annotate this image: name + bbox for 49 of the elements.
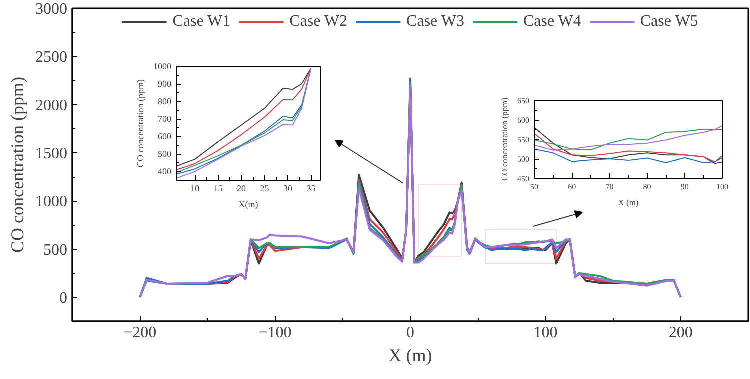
line-series [534, 148, 722, 164]
y-axis-title: CO concentration (ppm) [136, 80, 146, 168]
y-tick-label: 700 [158, 114, 172, 124]
legend-label: Case W2 [290, 13, 348, 31]
x-tick-label: −200 [124, 324, 157, 342]
x-tick-label: −100 [258, 324, 292, 342]
x-tick-label: 70 [606, 182, 614, 192]
x-tick-label: 0 [406, 324, 414, 342]
legend-label: Case W3 [406, 13, 464, 31]
y-axis-title: CO concentration (ppm) [8, 77, 28, 253]
x-tick-label: 20 [237, 184, 247, 194]
x-tick-label: 100 [534, 324, 558, 342]
y-tick-label: 550 [518, 136, 530, 144]
y-tick-label: 500 [44, 242, 68, 259]
y-tick-label: 500 [158, 149, 172, 160]
legend-label: Case W5 [640, 13, 698, 31]
y-tick-label: 1500 [36, 145, 68, 162]
x-tick-label: 60 [568, 182, 576, 192]
x-tick-label: 80 [643, 182, 652, 192]
x-tick-label: 90 [680, 182, 689, 192]
y-tick-label: 0 [60, 290, 68, 307]
y-tick-label: 650 [518, 96, 530, 106]
y-tick-label: 1000 [36, 194, 68, 211]
x-tick-label: 200 [668, 324, 693, 342]
y-tick-label: 600 [518, 116, 530, 125]
y-tick-label: 900 [158, 79, 172, 90]
y-tick-label: 2000 [36, 97, 68, 114]
legend-label: Case W1 [172, 13, 231, 31]
y-tick-label: 1000 [154, 62, 172, 72]
y-tick-label: 3000 [36, 1, 68, 18]
y-tick-label: 400 [158, 166, 172, 177]
y-tick-label: 2500 [36, 49, 68, 66]
x-tick-label: 100 [716, 182, 728, 192]
x-tick-label: 25 [260, 184, 270, 194]
x-axis-title: X(m) [238, 200, 258, 210]
legend-label: Case W4 [523, 13, 582, 31]
y-tick-label: 450 [518, 174, 530, 184]
y-tick-label: 800 [158, 96, 172, 107]
line-series [534, 133, 722, 163]
y-tick-label: 600 [158, 132, 172, 142]
x-tick-label: 15 [214, 184, 224, 194]
x-tick-label: 35 [306, 184, 316, 194]
x-tick-label: 10 [190, 184, 200, 194]
x-axis-title: X (m) [618, 198, 639, 208]
y-tick-label: 500 [518, 155, 530, 164]
x-tick-label: 50 [530, 182, 538, 192]
x-axis-title: X (m) [388, 346, 432, 366]
y-axis-title: CO concentration (ppm) [500, 98, 510, 182]
x-tick-label: 30 [283, 184, 293, 194]
